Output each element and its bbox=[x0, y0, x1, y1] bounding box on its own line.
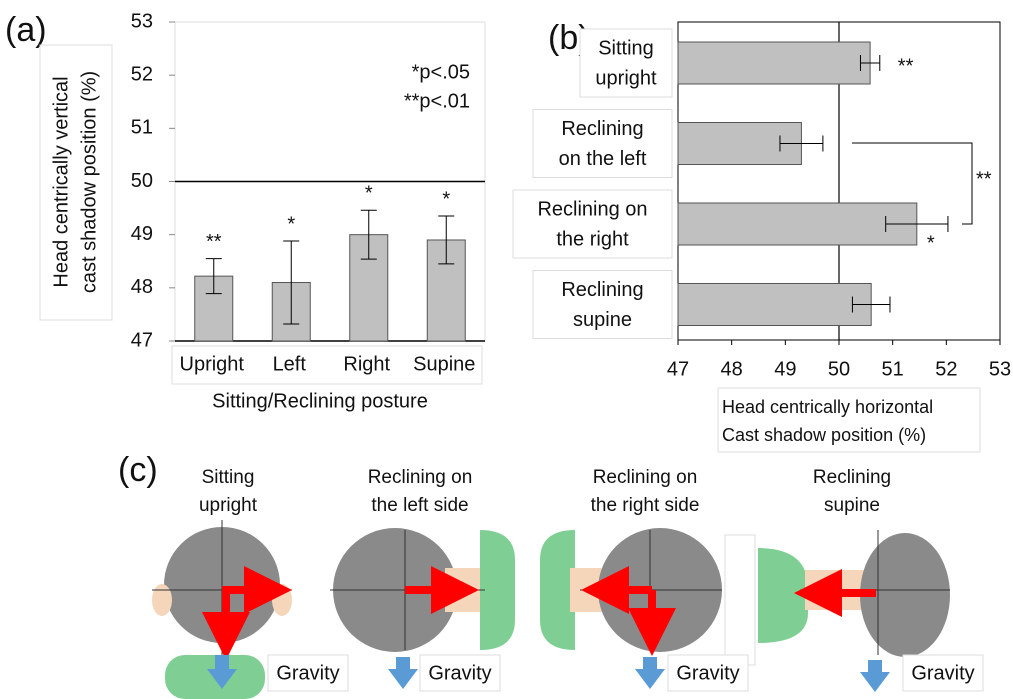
significance: * bbox=[365, 182, 373, 204]
bar bbox=[678, 203, 917, 245]
gravity-label: Gravity bbox=[911, 662, 974, 684]
x-tick-label: Supine bbox=[413, 353, 475, 375]
x-axis-label: Sitting/Reclining posture bbox=[212, 390, 428, 412]
panel-title: Reclining bbox=[813, 467, 891, 488]
panel-title: Sitting bbox=[202, 467, 255, 488]
x-axis-label: Cast shadow position (%) bbox=[722, 425, 926, 445]
x-tick-label: 48 bbox=[721, 358, 743, 380]
x-tick-label: 51 bbox=[882, 358, 904, 380]
y-axis-label: cast shadow position (%) bbox=[78, 71, 100, 293]
y-tick-label: 50 bbox=[131, 170, 153, 192]
y-tick-label: Sitting bbox=[598, 37, 654, 59]
y-tick-label: Reclining on bbox=[537, 198, 647, 220]
y-tick-label: upright bbox=[595, 67, 657, 89]
annotation: **p<.01 bbox=[404, 90, 470, 112]
y-tick-label: 51 bbox=[131, 117, 153, 139]
panel-title: the right side bbox=[591, 495, 700, 516]
y-tick-label: supine bbox=[573, 309, 632, 331]
y-tick-label: 49 bbox=[131, 223, 153, 245]
significance: * bbox=[442, 188, 450, 210]
y-tick-label: Reclining bbox=[561, 279, 643, 301]
y-axis-label: Head centrically vertical bbox=[50, 76, 72, 287]
x-tick-label: Upright bbox=[180, 353, 245, 375]
panel-label: (a) bbox=[5, 11, 47, 49]
x-tick-label: 49 bbox=[774, 358, 796, 380]
panel-label: (c) bbox=[118, 451, 158, 489]
panel-title: the left side bbox=[371, 495, 468, 516]
x-tick-label: 52 bbox=[935, 358, 957, 380]
gravity-label: Gravity bbox=[276, 662, 339, 684]
gravity-label: Gravity bbox=[428, 662, 491, 684]
panel-title: Reclining on bbox=[368, 467, 473, 488]
figure: (a) Head centrically vertical cast shadow … bbox=[0, 0, 1013, 699]
y-tick-label: 48 bbox=[131, 276, 153, 298]
panel-title: Reclining on bbox=[593, 467, 698, 488]
bar bbox=[678, 284, 871, 326]
y-tick-label: 47 bbox=[131, 329, 153, 351]
gravity-label: Gravity bbox=[676, 662, 739, 684]
significance: ** bbox=[898, 55, 914, 77]
x-tick-label: Right bbox=[343, 353, 390, 375]
bracket-label: ** bbox=[976, 168, 992, 190]
annotation: *p<.05 bbox=[412, 61, 470, 83]
y-tick-label: 52 bbox=[131, 63, 153, 85]
bar bbox=[678, 42, 870, 84]
significance: ** bbox=[206, 231, 222, 253]
panel-title: upright bbox=[199, 495, 258, 516]
y-tick-label: the right bbox=[556, 228, 629, 250]
x-axis-label: Head centrically horizontal bbox=[722, 397, 933, 417]
y-tick-label: 53 bbox=[131, 10, 153, 32]
y-tick-label: on the left bbox=[559, 148, 647, 170]
x-tick-label: 50 bbox=[828, 358, 850, 380]
y-tick-label: Reclining bbox=[561, 118, 643, 140]
panel-title: supine bbox=[824, 495, 880, 516]
significance: * bbox=[287, 213, 295, 235]
x-tick-label: 53 bbox=[989, 358, 1011, 380]
x-tick-label: 47 bbox=[667, 358, 689, 380]
x-tick-label: Left bbox=[273, 353, 307, 375]
significance: * bbox=[927, 232, 935, 254]
